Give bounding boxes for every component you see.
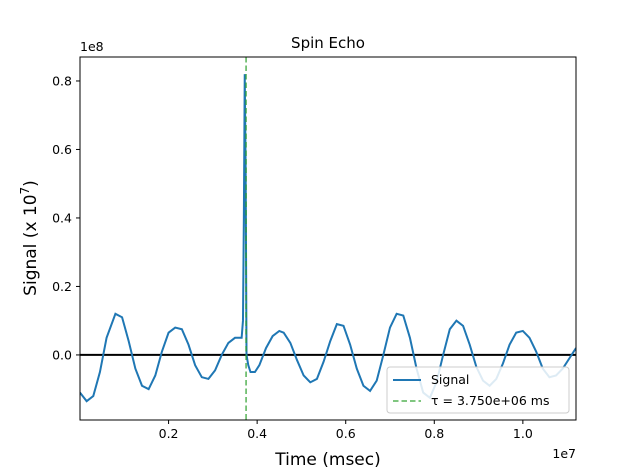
plot-frame bbox=[79, 56, 577, 421]
y-tick-label: 0.6 bbox=[52, 142, 72, 157]
y-offset-label: 1e8 bbox=[80, 39, 104, 54]
legend-box bbox=[386, 366, 570, 414]
x-tick-label: 0.2 bbox=[159, 426, 179, 441]
x-axis-title: Time (msec) bbox=[274, 450, 381, 470]
legend: Signal τ = 3.750e+06 ms bbox=[386, 366, 570, 414]
y-tick-label: 0.8 bbox=[52, 73, 72, 88]
y-tick-label: 0.2 bbox=[52, 279, 72, 294]
legend-tau-label: τ = 3.750e+06 ms bbox=[431, 393, 549, 408]
x-tick-label: 1.0 bbox=[513, 426, 533, 441]
x-offset-label: 1e7 bbox=[552, 446, 576, 461]
y-axis-ticks: 0.0 0.2 0.4 0.6 0.8 bbox=[52, 73, 80, 362]
y-tick-label: 0.4 bbox=[52, 210, 72, 225]
x-tick-label: 0.4 bbox=[247, 426, 267, 441]
x-tick-label: 0.6 bbox=[336, 426, 356, 441]
y-tick-label: 0.0 bbox=[52, 347, 72, 362]
x-tick-label: 0.8 bbox=[424, 426, 444, 441]
chart-title: Spin Echo bbox=[291, 34, 365, 52]
y-axis-title: Signal (x 107) bbox=[18, 180, 41, 296]
x-axis-ticks: 0.2 0.4 0.6 0.8 1.0 bbox=[159, 420, 533, 441]
legend-signal-label: Signal bbox=[431, 372, 469, 387]
